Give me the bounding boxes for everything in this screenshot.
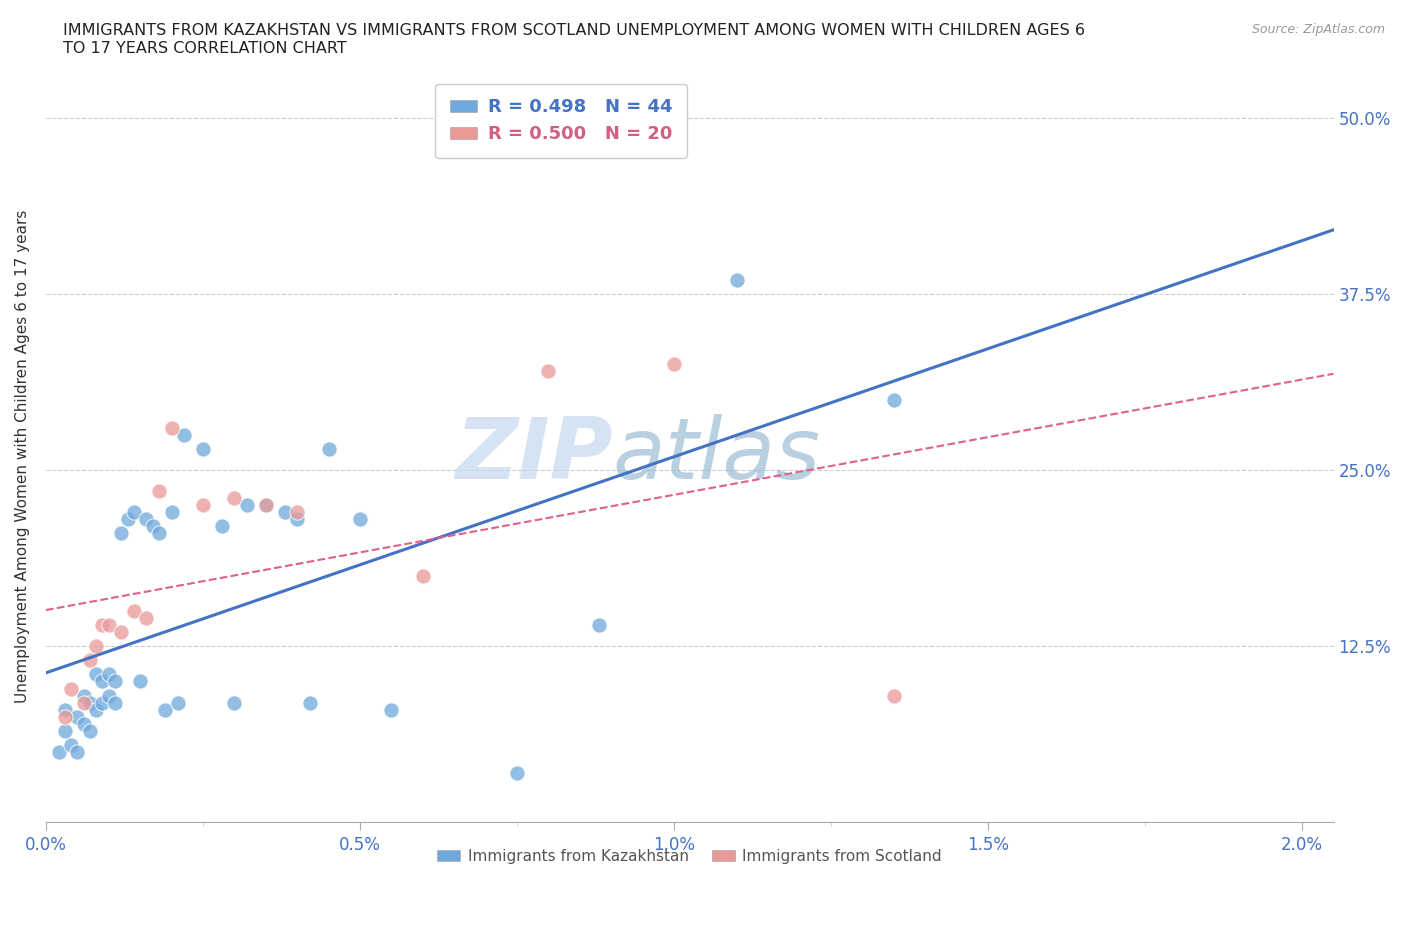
Point <box>135 512 157 526</box>
Point <box>72 695 94 710</box>
Point <box>104 695 127 710</box>
Point <box>318 442 340 457</box>
Point <box>84 667 107 682</box>
Point <box>254 498 277 512</box>
Point <box>148 526 170 541</box>
Point <box>148 484 170 498</box>
Point <box>349 512 371 526</box>
Point <box>104 674 127 689</box>
Point <box>588 618 610 632</box>
Legend: Immigrants from Kazakhstan, Immigrants from Scotland: Immigrants from Kazakhstan, Immigrants f… <box>432 843 948 870</box>
Point <box>412 568 434 583</box>
Text: ZIP: ZIP <box>456 415 613 498</box>
Point <box>53 702 76 717</box>
Point <box>285 505 308 520</box>
Point <box>84 639 107 654</box>
Point <box>883 392 905 407</box>
Point <box>79 695 101 710</box>
Point <box>173 427 195 442</box>
Point <box>110 526 132 541</box>
Point <box>883 688 905 703</box>
Point <box>66 710 89 724</box>
Point <box>91 695 114 710</box>
Point <box>236 498 259 512</box>
Text: Source: ZipAtlas.com: Source: ZipAtlas.com <box>1251 23 1385 36</box>
Point <box>60 681 83 696</box>
Point <box>122 505 145 520</box>
Point <box>72 716 94 731</box>
Point <box>97 618 120 632</box>
Point <box>79 724 101 738</box>
Point <box>506 765 529 780</box>
Point <box>254 498 277 512</box>
Point <box>135 611 157 626</box>
Point <box>662 357 685 372</box>
Point <box>48 745 70 760</box>
Point <box>97 688 120 703</box>
Point <box>53 724 76 738</box>
Point <box>191 498 214 512</box>
Point <box>211 519 233 534</box>
Point <box>53 710 76 724</box>
Y-axis label: Unemployment Among Women with Children Ages 6 to 17 years: Unemployment Among Women with Children A… <box>15 209 30 702</box>
Point <box>117 512 139 526</box>
Point <box>167 695 190 710</box>
Point <box>84 702 107 717</box>
Point <box>725 272 748 287</box>
Point <box>66 745 89 760</box>
Point <box>298 695 321 710</box>
Point <box>97 667 120 682</box>
Point <box>122 604 145 618</box>
Point <box>91 674 114 689</box>
Point <box>537 364 560 379</box>
Point <box>224 695 246 710</box>
Point <box>72 688 94 703</box>
Point <box>155 702 177 717</box>
Point <box>380 702 402 717</box>
Point <box>79 653 101 668</box>
Point <box>110 625 132 640</box>
Point <box>142 519 165 534</box>
Point <box>91 618 114 632</box>
Point <box>224 491 246 506</box>
Point <box>160 420 183 435</box>
Point <box>129 674 152 689</box>
Text: atlas: atlas <box>613 415 821 498</box>
Point <box>160 505 183 520</box>
Point <box>273 505 295 520</box>
Point <box>191 442 214 457</box>
Point <box>285 512 308 526</box>
Text: IMMIGRANTS FROM KAZAKHSTAN VS IMMIGRANTS FROM SCOTLAND UNEMPLOYMENT AMONG WOMEN : IMMIGRANTS FROM KAZAKHSTAN VS IMMIGRANTS… <box>63 23 1085 56</box>
Point <box>60 737 83 752</box>
